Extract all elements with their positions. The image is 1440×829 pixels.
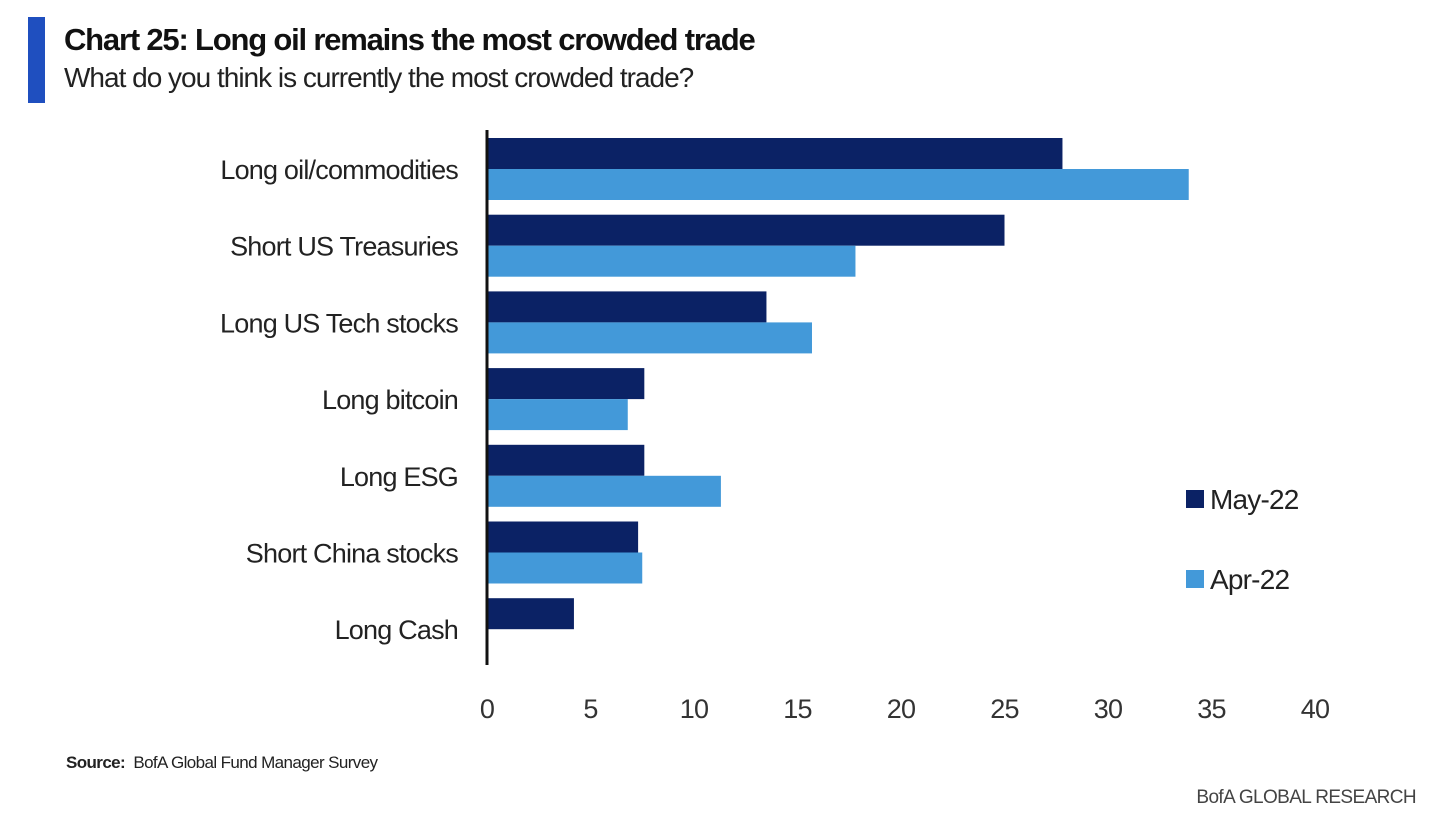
bar-may-22-6 — [487, 598, 574, 630]
bar-may-22-4 — [487, 444, 645, 476]
x-tick-label: 35 — [1197, 694, 1225, 724]
source-label: Source: — [66, 753, 126, 772]
category-label: Long Cash — [335, 615, 458, 645]
x-tick-label: 25 — [990, 694, 1018, 724]
category-label: Long oil/commodities — [220, 155, 458, 185]
bar-may-22-5 — [487, 521, 639, 553]
bar-may-22-3 — [487, 368, 645, 400]
title-accent-bar — [28, 17, 45, 103]
bar-may-22-1 — [487, 214, 1005, 246]
bar-apr-22-4 — [487, 475, 721, 507]
chart-subtitle: What do you think is currently the most … — [64, 62, 694, 93]
brand-label: BofA GLOBAL RESEARCH — [1196, 787, 1416, 808]
legend-swatch-apr-22 — [1186, 570, 1204, 588]
x-tick-label: 5 — [583, 694, 597, 724]
x-tick-label: 20 — [887, 694, 915, 724]
bar-apr-22-5 — [487, 552, 643, 584]
source-note: Source: BofA Global Fund Manager Survey — [66, 753, 378, 773]
category-label: Long US Tech stocks — [220, 308, 458, 338]
chart-title: Chart 25: Long oil remains the most crow… — [64, 22, 756, 57]
x-tick-label: 40 — [1301, 694, 1329, 724]
x-tick-label: 10 — [680, 694, 708, 724]
bar-apr-22-2 — [487, 322, 812, 354]
legend-label: May-22 — [1210, 484, 1299, 515]
category-label: Short US Treasuries — [230, 232, 458, 262]
category-label: Long ESG — [340, 462, 458, 492]
x-tick-label: 30 — [1094, 694, 1122, 724]
bar-apr-22-3 — [487, 399, 628, 431]
category-label: Short China stocks — [246, 539, 458, 569]
category-label: Long bitcoin — [322, 385, 458, 415]
bar-apr-22-1 — [487, 245, 856, 277]
legend-label: Apr-22 — [1210, 564, 1289, 595]
bar-may-22-2 — [487, 291, 767, 323]
x-tick-label: 0 — [480, 694, 494, 724]
bar-apr-22-0 — [487, 169, 1189, 200]
source-text: BofA Global Fund Manager Survey — [133, 753, 378, 772]
x-tick-label: 15 — [783, 694, 811, 724]
bar-may-22-0 — [487, 138, 1063, 169]
legend-swatch-may-22 — [1186, 490, 1204, 508]
